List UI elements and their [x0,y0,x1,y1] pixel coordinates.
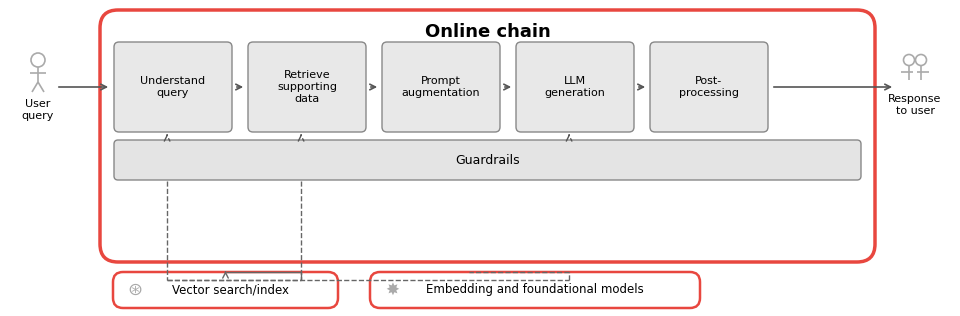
Text: Response
to user: Response to user [888,94,942,116]
FancyBboxPatch shape [100,10,875,262]
Text: LLM
generation: LLM generation [544,76,606,98]
Text: Online chain: Online chain [424,23,550,41]
Text: Prompt
augmentation: Prompt augmentation [401,76,480,98]
FancyBboxPatch shape [650,42,768,132]
FancyBboxPatch shape [370,272,700,308]
Text: Post-
processing: Post- processing [679,76,739,98]
Text: User
query: User query [22,99,54,121]
FancyBboxPatch shape [113,272,338,308]
FancyBboxPatch shape [114,42,232,132]
Text: Guardrails: Guardrails [455,154,519,167]
Text: ⊛: ⊛ [128,281,143,299]
Text: Vector search/index: Vector search/index [173,283,290,296]
Text: Retrieve
supporting
data: Retrieve supporting data [277,70,337,104]
FancyBboxPatch shape [248,42,366,132]
FancyBboxPatch shape [382,42,500,132]
Text: Understand
query: Understand query [140,76,205,98]
FancyBboxPatch shape [516,42,634,132]
Text: ✸: ✸ [385,281,399,299]
FancyBboxPatch shape [114,140,861,180]
Text: Embedding and foundational models: Embedding and foundational models [426,283,644,296]
